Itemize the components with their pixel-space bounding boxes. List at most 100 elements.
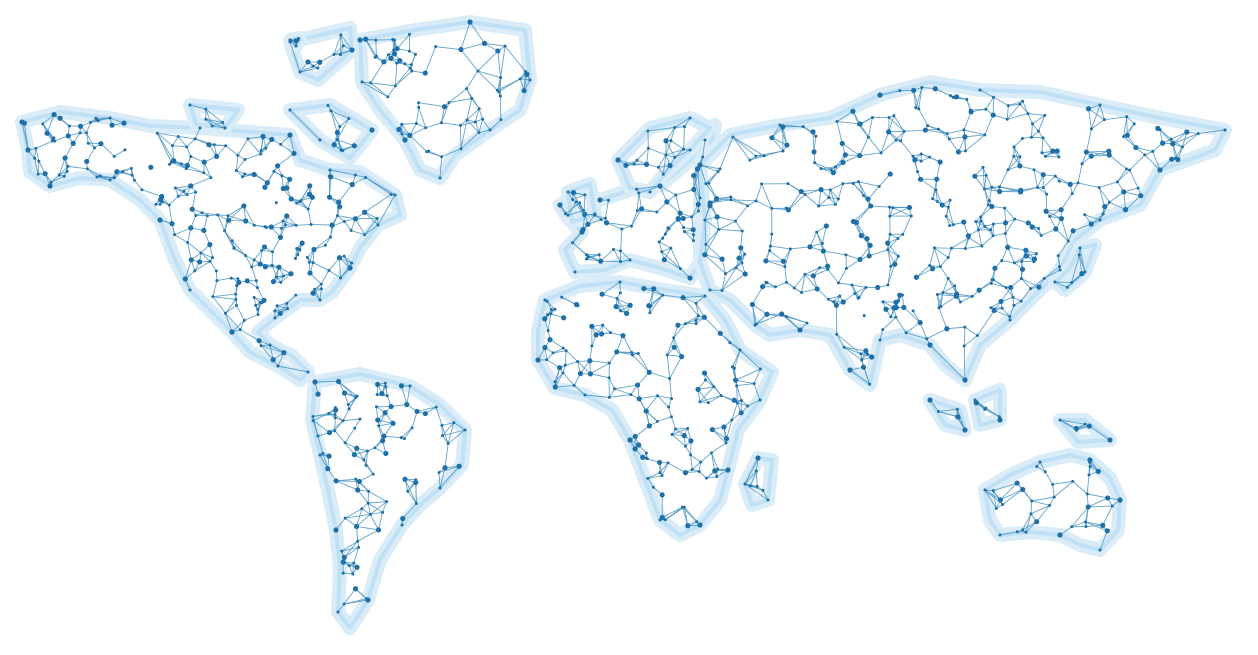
mesh-link xyxy=(280,143,295,154)
mesh-node xyxy=(279,142,283,146)
mesh-node xyxy=(268,224,274,230)
mesh-link xyxy=(977,310,995,336)
mesh-link xyxy=(244,314,259,321)
mesh-link xyxy=(401,123,417,125)
mesh-link xyxy=(713,386,722,396)
mesh-node xyxy=(441,104,448,110)
mesh-node xyxy=(686,426,690,430)
mesh-node xyxy=(1107,437,1113,443)
mesh-node xyxy=(269,136,275,142)
mesh-link xyxy=(328,270,341,279)
mesh-link xyxy=(299,65,314,73)
mesh-node xyxy=(349,229,353,233)
mesh-node xyxy=(1041,136,1045,140)
mesh-node xyxy=(549,307,553,311)
mesh-link xyxy=(1039,461,1046,473)
mesh-link xyxy=(590,362,610,375)
mesh-node xyxy=(25,147,31,153)
mesh-link xyxy=(189,104,206,110)
mesh-node xyxy=(371,472,375,476)
mesh-node xyxy=(347,265,353,271)
mesh-node xyxy=(888,205,892,209)
mesh-node xyxy=(123,148,127,152)
mesh-link xyxy=(235,159,246,171)
mesh-node xyxy=(941,291,945,295)
mesh-link xyxy=(981,235,994,247)
mesh-link xyxy=(584,394,610,398)
mesh-node xyxy=(329,109,333,113)
mesh-node xyxy=(406,489,410,493)
mesh-link xyxy=(333,45,344,55)
mesh-node xyxy=(1107,200,1111,204)
mesh-node xyxy=(935,292,939,296)
mesh-node xyxy=(946,255,950,259)
mesh-node xyxy=(1125,115,1129,119)
mesh-link xyxy=(963,335,978,347)
mesh-link xyxy=(224,230,233,242)
mesh-link xyxy=(659,462,669,473)
mesh-link xyxy=(439,465,460,489)
mesh-node xyxy=(877,92,883,98)
mesh-link xyxy=(337,215,345,222)
mesh-link xyxy=(638,192,643,209)
mesh-link xyxy=(500,46,506,78)
mesh-link xyxy=(273,170,283,177)
mesh-link xyxy=(277,302,287,307)
mesh-node xyxy=(833,202,837,206)
mesh-link xyxy=(631,208,643,227)
mesh-node xyxy=(261,297,267,303)
mesh-link xyxy=(1088,505,1113,508)
mesh-node xyxy=(281,219,285,223)
mesh-link xyxy=(926,328,948,340)
mesh-link xyxy=(348,565,354,575)
mesh-link xyxy=(383,423,394,437)
mesh-link xyxy=(368,501,387,504)
mesh-link xyxy=(984,114,994,136)
mesh-node xyxy=(644,409,648,413)
mesh-link xyxy=(814,162,832,171)
mesh-link xyxy=(963,327,966,347)
mesh-node xyxy=(253,172,257,176)
mesh-link xyxy=(313,413,329,421)
mesh-link xyxy=(665,148,684,156)
mesh-link xyxy=(698,471,707,479)
mesh-link xyxy=(732,136,757,157)
mesh-node xyxy=(651,485,655,489)
mesh-node xyxy=(98,174,102,178)
mesh-link xyxy=(227,205,245,217)
mesh-node xyxy=(47,183,53,189)
mesh-link xyxy=(261,249,273,253)
mesh-node xyxy=(264,146,268,150)
mesh-node xyxy=(665,353,669,357)
mesh-node xyxy=(927,397,933,403)
mesh-node xyxy=(725,467,731,473)
mesh-node xyxy=(698,196,702,200)
mesh-link xyxy=(1007,247,1015,263)
mesh-link xyxy=(1098,187,1110,203)
mesh-node xyxy=(176,194,180,198)
mesh-node xyxy=(962,134,968,140)
mesh-link xyxy=(671,434,686,447)
mesh-node xyxy=(93,146,97,150)
mesh-node xyxy=(681,433,687,439)
mesh-node xyxy=(894,138,898,142)
mesh-link xyxy=(936,161,941,180)
mesh-node xyxy=(424,126,428,130)
mesh-link xyxy=(958,136,966,153)
mesh-node xyxy=(402,137,408,143)
mesh-node xyxy=(1036,284,1042,290)
mesh-link xyxy=(1052,484,1055,498)
mesh-node xyxy=(916,170,920,174)
mesh-link xyxy=(709,196,731,204)
mesh-node xyxy=(657,240,661,244)
mesh-node xyxy=(926,124,930,128)
mesh-link xyxy=(616,351,633,356)
mesh-node xyxy=(694,322,698,326)
mesh-link xyxy=(712,429,727,440)
mesh-node xyxy=(992,95,996,99)
mesh-link xyxy=(325,236,331,246)
mesh-node xyxy=(207,242,213,248)
mesh-link xyxy=(880,139,897,154)
mesh-node xyxy=(312,379,318,385)
